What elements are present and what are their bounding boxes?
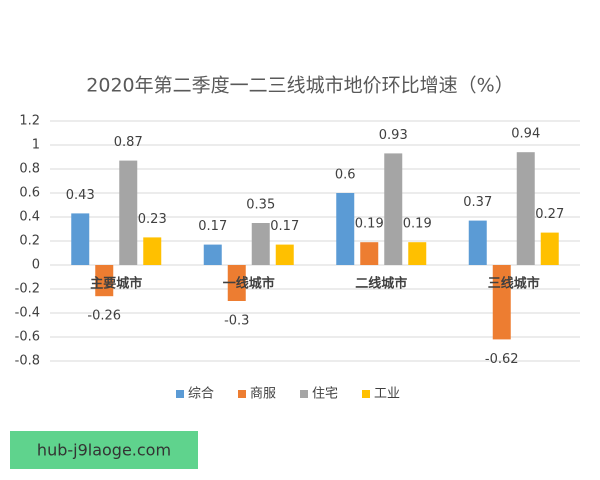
chart-title: 2020年第二季度一二三线城市地价环比增速（%）	[86, 75, 513, 97]
value-label: 0.19	[355, 217, 384, 232]
bar	[203, 244, 222, 265]
bar	[71, 213, 90, 265]
bar	[408, 242, 427, 265]
bar	[540, 232, 559, 265]
y-tick-label: -0.6	[15, 330, 40, 345]
x-tick-label: 一线城市	[223, 276, 275, 292]
value-label: 0.17	[270, 219, 299, 234]
y-tick-label: 0.6	[19, 186, 40, 201]
bar	[95, 265, 114, 297]
x-tick-label: 主要城市	[90, 276, 142, 292]
y-tick-label: -0.2	[15, 282, 40, 297]
y-tick-label: 0.4	[19, 210, 40, 225]
bar	[384, 153, 403, 265]
bar	[251, 223, 270, 265]
value-label: 0.37	[463, 195, 492, 210]
y-tick-label: 1.2	[19, 114, 40, 129]
legend-swatch	[238, 390, 246, 398]
legend-label: 工业	[374, 387, 400, 402]
legend-label: 商服	[250, 387, 276, 402]
watermark: hub-j9laoge.com	[37, 441, 171, 460]
y-tick-label: 0.8	[19, 162, 40, 177]
value-label: 0.87	[114, 135, 143, 150]
value-label: -0.62	[485, 352, 519, 367]
y-tick-label: -0.4	[15, 306, 40, 321]
value-label: 0.94	[511, 127, 540, 142]
y-tick-label: -0.8	[15, 354, 40, 369]
legend-label: 综合	[188, 387, 214, 402]
bar	[360, 242, 379, 265]
bar	[336, 193, 355, 265]
value-label: 0.19	[403, 217, 432, 232]
value-label: -0.3	[224, 314, 249, 329]
y-tick-label: 1	[32, 138, 40, 153]
value-label: 0.27	[535, 207, 564, 222]
y-tick-label: 0	[32, 258, 40, 273]
legend-swatch	[300, 390, 308, 398]
value-label: -0.26	[87, 309, 121, 324]
bar	[143, 237, 162, 265]
bar	[227, 265, 246, 301]
value-label: 0.43	[66, 188, 95, 203]
legend-swatch	[362, 390, 370, 398]
x-tick-label: 二线城市	[355, 276, 407, 292]
bar	[492, 265, 511, 340]
value-label: 0.6	[335, 168, 356, 183]
bar	[275, 244, 294, 265]
x-tick-label: 三线城市	[488, 276, 540, 292]
legend-swatch	[176, 390, 184, 398]
y-tick-label: 0.2	[19, 234, 40, 249]
bar	[119, 160, 138, 265]
value-label: 0.23	[138, 212, 167, 227]
legend-label: 住宅	[312, 387, 338, 402]
value-label: 0.17	[198, 219, 227, 234]
bar	[468, 220, 487, 265]
bar	[516, 152, 535, 265]
value-label: 0.35	[246, 198, 275, 213]
value-label: 0.93	[379, 128, 408, 143]
watermark-box	[10, 431, 198, 469]
